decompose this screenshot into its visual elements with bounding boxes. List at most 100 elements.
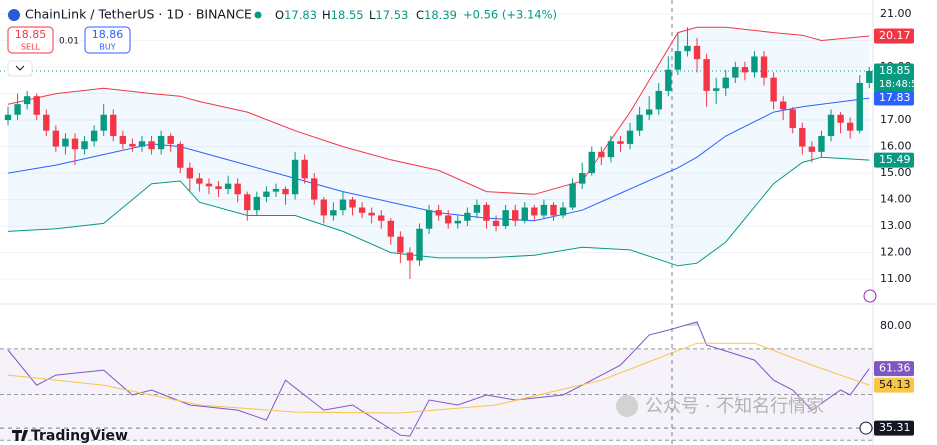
ohlc-item: L17.53 [369, 8, 408, 22]
candle-body [856, 82, 863, 131]
candle-body [492, 220, 500, 227]
buy-label[interactable]: BUY [99, 43, 115, 52]
candle-body [827, 114, 835, 136]
candle-body [579, 173, 586, 184]
logo-mark [12, 430, 28, 441]
rsi-line [7, 321, 870, 437]
candle-body [569, 183, 576, 208]
candle-body [818, 135, 825, 152]
sell-label[interactable]: SELL [21, 43, 41, 52]
candle-body [282, 188, 289, 195]
price-label: 15.49 [879, 153, 911, 166]
candle-body [502, 210, 509, 227]
price-label: 17.83 [879, 91, 911, 104]
candle-body [425, 210, 433, 229]
crosshair-add [859, 421, 873, 435]
collapse-icon[interactable] [15, 65, 25, 71]
candle-body [636, 114, 643, 131]
candle-body [674, 51, 682, 70]
candle-body [301, 159, 308, 179]
ohlc-item: C18.39 [416, 8, 457, 22]
candle-body [129, 143, 136, 147]
candle-body [397, 236, 404, 253]
candle-body [684, 45, 691, 52]
candle-body [703, 59, 710, 91]
candle-body [741, 67, 749, 73]
band-line [7, 26, 870, 195]
candle-body [626, 130, 634, 144]
countdown: 18:48:58 [879, 79, 924, 90]
candle-body [435, 210, 442, 216]
candle-body [157, 135, 165, 150]
sell-button[interactable] [7, 26, 54, 54]
buy-price[interactable]: 18.86 [92, 28, 124, 41]
candle-body [253, 196, 261, 211]
candle-body [43, 114, 50, 131]
candle-body [445, 215, 452, 224]
ohlc-label: H [322, 8, 331, 22]
y-tick-label: 11.00 [880, 272, 912, 285]
price-label-box [874, 63, 914, 92]
candle-body [224, 183, 232, 189]
candle-body [760, 56, 768, 78]
candle-body [837, 114, 844, 123]
indicator-icon[interactable] [863, 289, 877, 303]
spread: 0.01 [59, 37, 79, 47]
candle-body [291, 159, 299, 195]
price-label: 18.85 [879, 64, 911, 77]
ohlc-label: C [416, 8, 424, 22]
candle-body [330, 210, 337, 216]
price-label-box [874, 152, 914, 168]
candle-body [655, 90, 662, 110]
candle-body [617, 141, 624, 144]
candle-body [358, 207, 366, 213]
price-label: 35.31 [879, 421, 911, 434]
candle-body [416, 228, 423, 261]
ohlc-label: O [275, 8, 284, 22]
candle-body [320, 199, 328, 216]
candle-body [598, 151, 605, 158]
candle-body [71, 138, 79, 150]
y-tick-label: 21.00 [880, 7, 912, 20]
price-label-box [874, 361, 914, 377]
candle-body [263, 191, 270, 197]
candle-body [196, 178, 203, 184]
candle-body [550, 204, 557, 216]
candle-body [779, 101, 787, 110]
price-label-box [874, 90, 914, 106]
candle-body [483, 204, 490, 221]
ohlc-value: 17.53 [375, 8, 408, 22]
change: +0.56 (+3.14%) [463, 8, 557, 22]
candle-body [339, 199, 347, 211]
candle-body [311, 178, 318, 200]
symbol-icon [8, 9, 20, 21]
candle-body [540, 204, 548, 216]
sell-price[interactable]: 18.85 [15, 28, 47, 41]
buy-button[interactable] [84, 26, 131, 54]
collapse-button[interactable] [7, 60, 33, 77]
price-label: 20.17 [879, 29, 911, 42]
ohlc-item: O17.83 [275, 8, 317, 22]
candle-body [349, 199, 356, 208]
candle-body [722, 77, 729, 89]
candle-body [90, 130, 98, 142]
candle-body [846, 122, 854, 131]
ohlc-item: H18.55 [322, 8, 364, 22]
candle-body [14, 104, 21, 115]
candle-body [588, 151, 595, 174]
candle-body [148, 141, 155, 150]
price-label-box [874, 377, 914, 393]
candle-body [138, 141, 146, 147]
candle-body [110, 114, 117, 136]
candle-body [531, 207, 538, 216]
candle-body [52, 130, 60, 147]
candle-body [100, 114, 107, 131]
ohlc-value: 18.55 [331, 8, 364, 22]
ohlc-value: 17.83 [284, 8, 317, 22]
candle-body [799, 128, 806, 147]
candle-body [62, 138, 69, 147]
candle-body [272, 188, 280, 192]
y-tick-label: 17.00 [880, 113, 912, 126]
